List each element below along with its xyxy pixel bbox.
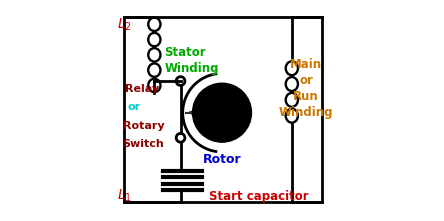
Text: $L_2$: $L_2$ [117, 17, 132, 33]
Text: Relay: Relay [125, 84, 159, 94]
Text: or: or [127, 102, 140, 112]
Text: Stator
Winding: Stator Winding [164, 46, 219, 75]
Text: Start capacitor: Start capacitor [209, 190, 309, 203]
Circle shape [193, 83, 251, 142]
Text: Rotary: Rotary [123, 121, 164, 131]
Text: Switch: Switch [123, 139, 164, 149]
Text: Rotor: Rotor [203, 153, 241, 166]
Text: $L_1$: $L_1$ [117, 188, 132, 204]
Text: Main
or
Run
Winding: Main or Run Winding [279, 58, 333, 119]
